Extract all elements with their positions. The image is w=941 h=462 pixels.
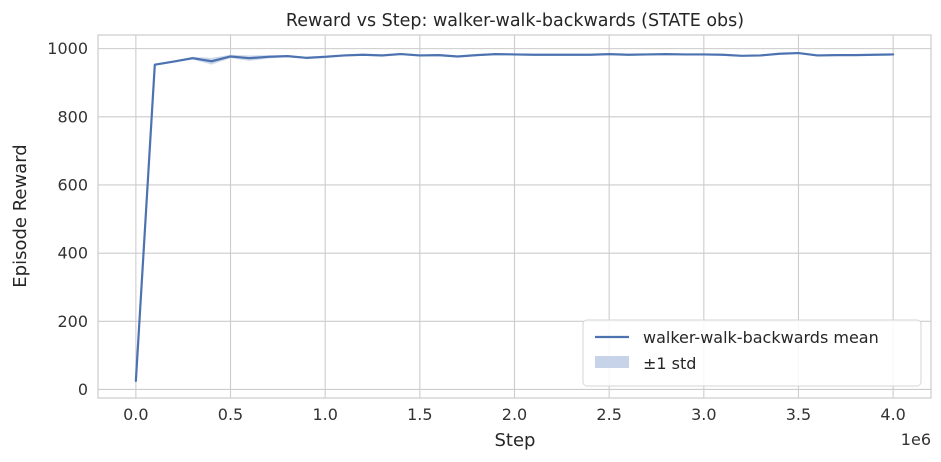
legend: walker-walk-backwards mean ±1 std [582, 319, 922, 387]
x-tick-label: 1.5 [407, 405, 432, 424]
mean-line-layer [134, 51, 895, 383]
x-tick-label: 2.0 [502, 405, 527, 424]
x-offset-label: 1e6 [901, 430, 931, 449]
legend-band-swatch [595, 356, 629, 368]
y-tick-label: 400 [57, 244, 88, 263]
plot-frame [97, 34, 932, 399]
y-tick-label: 200 [57, 312, 88, 331]
x-tick-label: 0.0 [123, 405, 148, 424]
legend-mean-label: walker-walk-backwards mean [643, 328, 879, 347]
x-tick-labels: 0.0 0.5 1.0 1.5 2.0 2.5 3.0 3.5 4.0 [123, 405, 906, 424]
x-tick-label: 2.5 [596, 405, 621, 424]
grid-lines [98, 35, 931, 398]
y-axis-title: Episode Reward [10, 144, 31, 287]
legend-box [582, 319, 922, 387]
y-tick-label: 1000 [47, 39, 88, 58]
x-tick-label: 3.5 [786, 405, 811, 424]
x-tick-label: 0.5 [218, 405, 243, 424]
y-tick-label: 0 [78, 380, 88, 399]
y-tick-label: 800 [57, 107, 88, 126]
x-tick-label: 3.0 [691, 405, 716, 424]
x-tick-label: 1.0 [312, 405, 337, 424]
mean-line [134, 51, 895, 383]
legend-band-label: ±1 std [643, 354, 696, 373]
chart-title: Reward vs Step: walker-walk-backwards (S… [286, 11, 744, 31]
x-axis-title: Step [495, 430, 536, 451]
x-tick-label: 4.0 [880, 405, 905, 424]
y-tick-labels: 0 200 400 600 800 1000 [47, 39, 88, 399]
y-tick-label: 600 [57, 175, 88, 194]
